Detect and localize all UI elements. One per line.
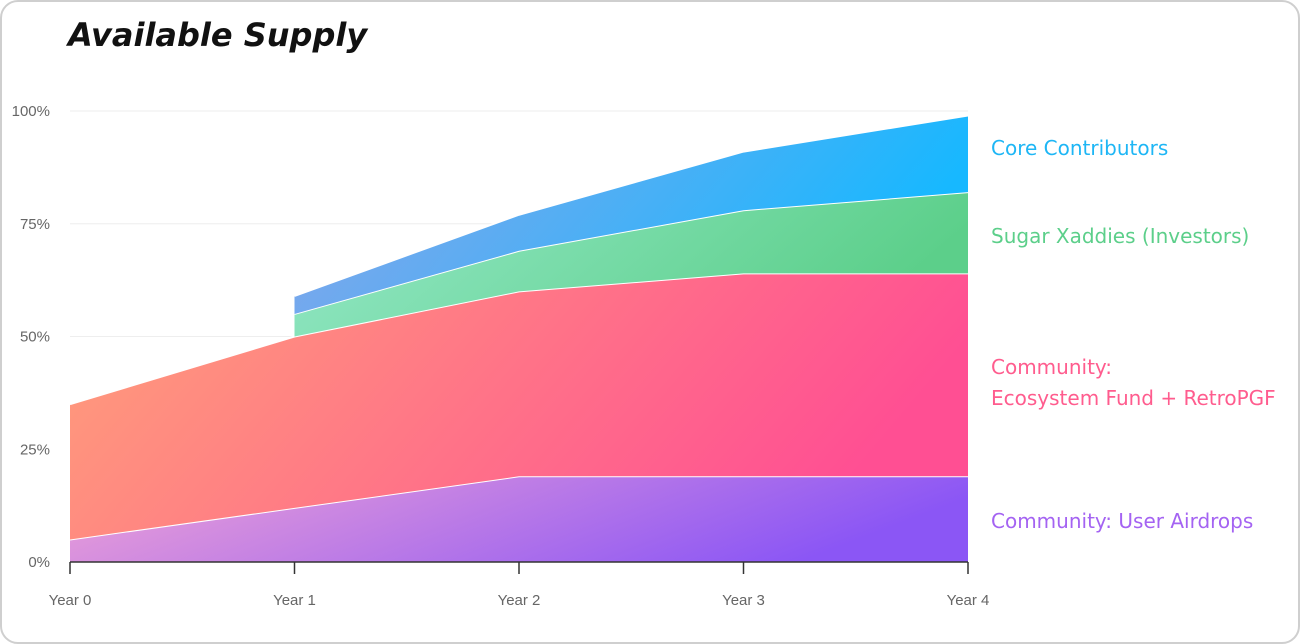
area-series [69,114,969,562]
area-series-3 [294,115,968,314]
chart-title: Available Supply [68,16,368,54]
x-axis: Year 0 Year 1 Year 2 Year 3 Year 4 [49,561,990,609]
area-separator-line [294,114,969,297]
x-tick-label: Year 1 [273,592,316,609]
legend-label: Community: [991,355,1112,379]
area-series-0 [70,476,968,562]
legend-label: Ecosystem Fund + RetroPGF [991,386,1276,410]
legend: Core Contributors Sugar Xaddies (Investor… [991,136,1276,533]
legend-label: Sugar Xaddies (Investors) [991,224,1249,248]
legend-label: Core Contributors [991,136,1168,160]
area-series-1 [70,273,968,540]
x-tick-label: Year 0 [49,592,92,609]
legend-label: Community: User Airdrops [991,509,1253,533]
y-tick-label: 75% [20,216,50,233]
area-series-2 [294,192,968,337]
x-tick-label: Year 2 [498,592,541,609]
y-tick-label: 0% [28,554,50,571]
y-tick-label: 50% [20,329,50,346]
x-tick-label: Year 4 [947,592,990,609]
y-axis-ticks: 0% 25% 50% 75% 100% [12,103,50,571]
y-tick-label: 25% [20,441,50,458]
y-tick-label: 100% [12,103,50,120]
x-tick-label: Year 3 [722,592,765,609]
